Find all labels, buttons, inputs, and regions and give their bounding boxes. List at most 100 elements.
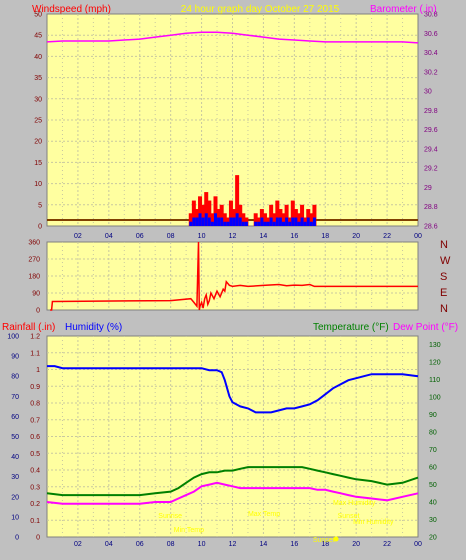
wind-gust-bar	[278, 209, 283, 226]
dewpoint-line	[46, 481, 419, 505]
temperature-y-tick-label: 40	[429, 500, 437, 507]
direction-y-tick-label: 0	[36, 308, 40, 315]
wind-average-bar	[195, 217, 199, 226]
barometer-y-tick-label: 29.6	[424, 127, 438, 134]
wind-average-bar	[257, 221, 261, 226]
humidity-y-tick-label: 20	[11, 494, 19, 501]
wind-gust-bar	[290, 200, 295, 226]
rain-y-tick-label: 0.8	[30, 401, 40, 408]
wind-average-bar	[198, 213, 202, 226]
wind-gust-bar	[269, 204, 274, 226]
climate-x-tick-label: 02	[74, 541, 82, 548]
wind-average-bar	[244, 221, 248, 226]
wind-gust-bar	[198, 196, 203, 226]
wind-average-bar	[204, 213, 208, 226]
rain-y-tick-label: 0.7	[30, 417, 40, 424]
wind-gust-bar	[262, 213, 267, 226]
wind-average-bar	[210, 221, 214, 226]
rain-y-tick-label: 0.9	[30, 384, 40, 391]
wind-average-bar	[241, 221, 245, 226]
climate-x-tick-label: 12	[229, 541, 237, 548]
wind-average-bar	[275, 217, 279, 226]
wind-average-bar	[213, 213, 217, 226]
rain-y-tick-label: 0	[36, 535, 40, 542]
compass-label: S	[440, 271, 447, 283]
temperature-y-tick-label: 90	[429, 412, 437, 419]
barometer-y-tick-label: 30.8	[424, 12, 438, 19]
wind-gust-bar	[232, 209, 237, 226]
barometer-y-tick-label: 28.6	[424, 224, 438, 231]
rain-y-tick-label: 0.4	[30, 468, 40, 475]
barometer-y-tick-label: 30.4	[424, 50, 438, 57]
temperature-y-tick-label: 50	[429, 482, 437, 489]
wind-y-tick-label: 5	[38, 202, 42, 209]
wind-average-bar	[217, 217, 221, 226]
wind-y-tick-label: 50	[34, 12, 42, 19]
climate-x-tick-label: 20	[352, 541, 360, 548]
wind-average-bar	[207, 217, 211, 226]
wind-x-tick-label: 04	[105, 233, 113, 240]
wind-average-bar	[232, 217, 236, 226]
wind-x-tick-label: 16	[290, 233, 298, 240]
rain-y-tick-label: 0.6	[30, 434, 40, 441]
wind-gust-bar	[207, 200, 212, 226]
direction-y-tick-label: 90	[32, 291, 40, 298]
wind-average-bar	[238, 217, 242, 226]
wind-average-bar	[223, 221, 227, 226]
wind-y-tick-label: 35	[34, 75, 42, 82]
graph-annotation: Max Temp	[248, 511, 280, 518]
wind-gust-bar	[306, 209, 311, 226]
climate-x-tick-label: 18	[321, 541, 329, 548]
barometer-y-tick-label: 30.6	[424, 31, 438, 38]
climate-x-tick-label: 00	[414, 541, 422, 548]
wind-average-bar	[235, 213, 239, 226]
wind-gust-bar	[219, 204, 224, 226]
wind-direction-line	[50, 241, 418, 311]
wind-gust-bar	[259, 209, 264, 226]
wind-average-bar	[291, 217, 295, 226]
dewpoint-axis-title: Dew Point (°F)	[393, 322, 458, 333]
wind-gust-bar	[222, 213, 227, 226]
compass-label: E	[440, 287, 447, 299]
rain-y-tick-label: 0.1	[30, 518, 40, 525]
wind-gust-bar	[281, 213, 286, 226]
humidity-y-tick-label: 0	[15, 535, 19, 542]
wind-x-tick-label: 00	[414, 233, 422, 240]
wind-gust-bar	[300, 204, 305, 226]
climate-x-tick-label: 08	[167, 541, 175, 548]
humidity-line	[47, 365, 419, 414]
wind-x-tick-label: 06	[136, 233, 144, 240]
direction-y-tick-label: 180	[28, 274, 40, 281]
temperature-y-tick-label: 130	[429, 342, 441, 349]
wind-gust-bar	[201, 204, 206, 226]
temperature-y-tick-label: 20	[429, 535, 437, 542]
graph-annotation: Max Humidity	[333, 500, 376, 507]
barometer-y-tick-label: 29.8	[424, 108, 438, 115]
wind-gust-bar	[275, 200, 280, 226]
wind-average-bar	[201, 217, 205, 226]
wind-x-tick-label: 20	[352, 233, 360, 240]
wind-y-tick-label: 20	[34, 139, 42, 146]
wind-gust-bar	[238, 204, 243, 226]
wind-average-bar	[189, 221, 193, 226]
wind-average-bar	[300, 217, 304, 226]
graph-annotation: Sunset	[313, 537, 335, 544]
direction-y-tick-label: 270	[28, 257, 40, 264]
humidity-y-tick-label: 40	[11, 454, 19, 461]
graph-title: 24 hour graph day October 27 2015	[181, 4, 340, 15]
wind-average-bar	[278, 217, 282, 226]
humidity-y-tick-label: 60	[11, 414, 19, 421]
temperature-y-tick-label: 30	[429, 517, 437, 524]
wind-average-bar	[282, 221, 286, 226]
humidity-y-tick-label: 80	[11, 374, 19, 381]
compass-label: N	[440, 239, 448, 251]
wind-average-bar	[294, 217, 298, 226]
wind-y-tick-label: 0	[38, 224, 42, 231]
wind-y-tick-label: 15	[34, 160, 42, 167]
wind-gust-bar	[213, 196, 218, 226]
wind-y-tick-label: 10	[34, 181, 42, 188]
wind-average-bar	[263, 221, 267, 226]
wind-gust-bar	[241, 213, 246, 226]
wind-x-tick-label: 18	[321, 233, 329, 240]
